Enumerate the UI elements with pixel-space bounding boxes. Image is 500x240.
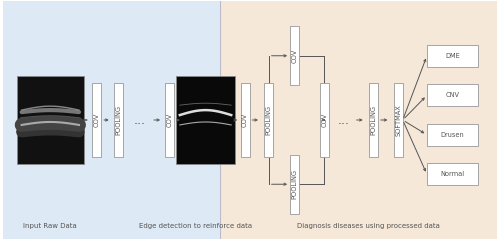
Bar <box>427 45 478 67</box>
Text: COV: COV <box>321 113 327 127</box>
Text: CNV: CNV <box>446 92 460 98</box>
Text: Diagnosis diseases using processed data: Diagnosis diseases using processed data <box>297 223 440 229</box>
Bar <box>320 83 328 157</box>
Text: POOLING: POOLING <box>116 105 121 135</box>
Bar <box>176 76 235 164</box>
Bar <box>394 83 402 157</box>
Text: POOLING: POOLING <box>266 105 272 135</box>
Bar <box>114 83 123 157</box>
Text: Drusen: Drusen <box>441 132 464 138</box>
Bar <box>3 1 220 239</box>
Bar <box>369 83 378 157</box>
Text: DME: DME <box>446 53 460 59</box>
Text: COV: COV <box>242 113 248 127</box>
Text: COV: COV <box>292 49 298 63</box>
Text: Edge detection to reinforce data: Edge detection to reinforce data <box>139 223 252 229</box>
Bar <box>290 155 299 214</box>
Text: POOLING: POOLING <box>370 105 376 135</box>
Bar <box>427 124 478 146</box>
Text: COV: COV <box>94 113 100 127</box>
Bar <box>264 83 273 157</box>
Bar <box>290 26 299 85</box>
Bar <box>240 83 250 157</box>
Bar <box>220 1 497 239</box>
Text: ...: ... <box>338 114 350 126</box>
Bar <box>16 76 84 164</box>
Text: Input Raw Data: Input Raw Data <box>24 223 77 229</box>
Bar <box>92 83 101 157</box>
Bar <box>427 163 478 185</box>
Text: POOLING: POOLING <box>292 169 298 199</box>
Text: ...: ... <box>134 114 145 126</box>
Bar <box>166 83 174 157</box>
Text: COV: COV <box>167 113 173 127</box>
Text: SOFTMAX: SOFTMAX <box>396 104 402 136</box>
Text: Normal: Normal <box>440 171 464 177</box>
Bar <box>427 84 478 106</box>
